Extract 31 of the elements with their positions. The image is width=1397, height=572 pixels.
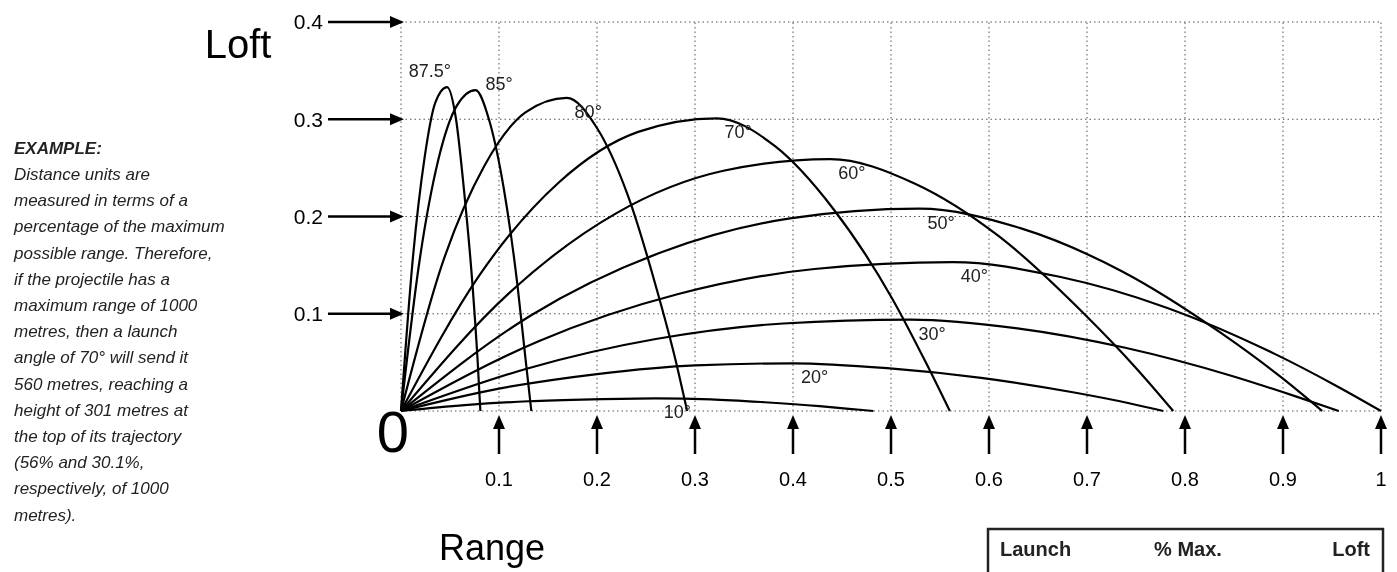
text: EXAMPLE:	[14, 139, 102, 158]
text: Loft	[1332, 538, 1371, 560]
y-tick-label: 0.3	[293, 107, 323, 131]
series-label: 40°	[960, 266, 988, 287]
y-tick-label: 0.2	[293, 204, 323, 228]
x-tick-label: 0.5	[877, 468, 905, 490]
x-tick-label: 0.9	[1269, 468, 1297, 490]
text: Launch	[1000, 538, 1072, 560]
x-tick-label: 0.8	[1171, 468, 1199, 490]
text: Distance units are measured in terms of a percentage of the maximum possible range. Therefore, if the projectile has a maximum range of 1000 metres, then a launch angle of 70° will send it 560 metres, reaching a height of 301 metres at the top of its trajectory (56% and 30.1%, respectively, of 1000 metres).	[14, 165, 225, 525]
series-label: 70°	[724, 122, 752, 143]
y-tick-label: 0.1	[293, 302, 323, 326]
x-tick-label: 0.6	[975, 468, 1003, 490]
x-tick-label: 1	[1375, 468, 1387, 490]
x-tick-label: 0.2	[583, 468, 611, 490]
x-tick-label: 0.7	[1073, 468, 1101, 490]
series-label: 85°	[485, 74, 513, 95]
x-tick-label: 0.3	[681, 468, 709, 490]
series-label: 30°	[918, 323, 946, 344]
legend-label: 10°	[663, 402, 692, 423]
y-axis-title: Loft	[204, 22, 272, 66]
text: % Max.	[1154, 538, 1222, 560]
y-tick-label: 0.4	[293, 10, 324, 34]
series-label: 50°	[927, 212, 955, 233]
x-axis-title: Range	[438, 527, 546, 568]
x-tick-label: 0.4	[779, 468, 807, 490]
annotation: 0	[376, 399, 410, 464]
series-label: 87.5°	[408, 61, 452, 82]
series-label: 20°	[801, 367, 829, 388]
x-tick-label: 0.1	[485, 468, 513, 490]
series-label: 60°	[838, 163, 866, 184]
